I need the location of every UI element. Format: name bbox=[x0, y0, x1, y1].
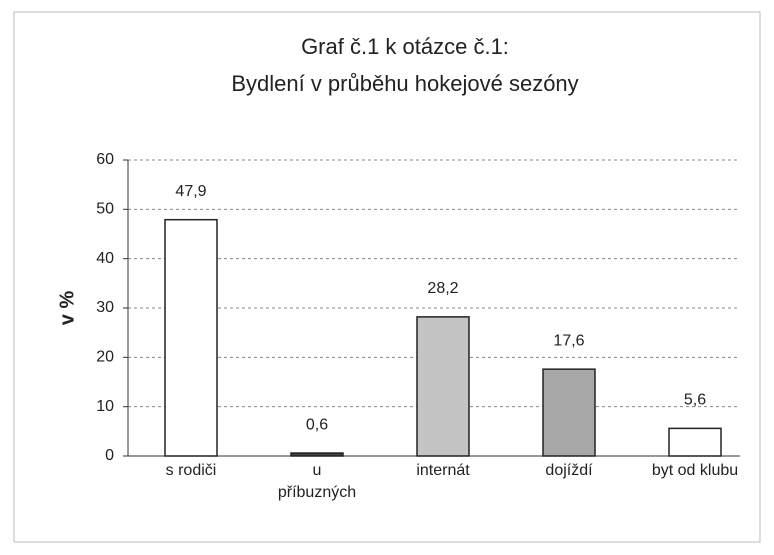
bar bbox=[416, 316, 470, 457]
x-tick-label-box: internát bbox=[416, 462, 470, 479]
x-tick-label: dojíždí bbox=[545, 462, 593, 479]
x-tick-label: byt od klubu bbox=[651, 462, 739, 479]
y-tick-label: 0 bbox=[105, 447, 114, 464]
x-tick-label: u příbuzných bbox=[277, 462, 357, 501]
bar bbox=[542, 368, 596, 457]
y-tick-label: 10 bbox=[96, 398, 114, 415]
y-tick-label: 20 bbox=[96, 349, 114, 366]
x-tick-label-box: u příbuzných bbox=[277, 462, 357, 501]
x-tick-label-box: dojíždí bbox=[545, 462, 593, 479]
bar bbox=[668, 427, 722, 457]
y-tick-label: 60 bbox=[96, 151, 114, 168]
bar bbox=[290, 452, 344, 457]
bar bbox=[164, 218, 218, 457]
value-label: 0,6 bbox=[306, 416, 328, 433]
x-tick-label: s rodiči bbox=[165, 462, 217, 479]
value-label: 28,2 bbox=[427, 280, 458, 297]
x-tick-label: internát bbox=[416, 462, 470, 479]
y-axis-label: v % bbox=[56, 291, 78, 326]
value-label: 47,9 bbox=[175, 183, 206, 200]
y-tick-label: 50 bbox=[96, 201, 114, 218]
value-label: 5,6 bbox=[684, 392, 706, 409]
x-tick-label-box: byt od klubu bbox=[651, 462, 739, 479]
chart-subtitle: Bydlení v průběhu hokejové sezóny bbox=[231, 71, 578, 96]
y-tick-label: 40 bbox=[96, 250, 114, 267]
chart-frame bbox=[13, 11, 761, 543]
chart-title: Graf č.1 k otázce č.1: bbox=[301, 34, 509, 59]
y-tick-label: 30 bbox=[96, 299, 114, 316]
x-tick-label-box: s rodiči bbox=[165, 462, 217, 479]
value-label: 17,6 bbox=[553, 332, 584, 349]
